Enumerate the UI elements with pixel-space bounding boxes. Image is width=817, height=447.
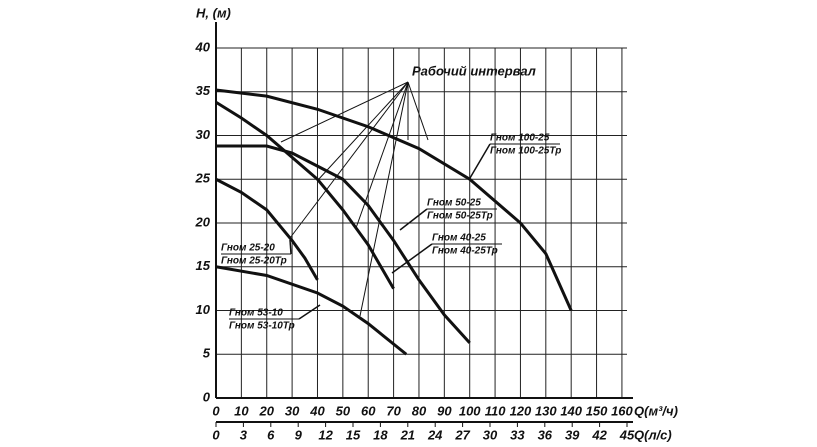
label-leader [298, 304, 321, 320]
series-label: Гном 50-25Тр [427, 211, 493, 222]
y-tick-label: 30 [196, 127, 211, 142]
x-tick-label: 40 [309, 403, 325, 418]
y-tick-label: 5 [203, 346, 211, 361]
x-tick-label: 130 [535, 403, 557, 418]
curve [215, 100, 395, 290]
curve [215, 265, 408, 356]
series-label: Гном 40-25Тр [432, 246, 498, 257]
x-tick-label: 80 [412, 403, 427, 418]
y-tick-label: 35 [196, 83, 211, 98]
x-tick-label: 140 [560, 403, 582, 418]
y-tick-label: 25 [195, 171, 211, 186]
x-axis-label: Q(м³/ч) [634, 403, 678, 418]
series-label: Гном 53-10Тр [229, 321, 295, 332]
curve [215, 177, 319, 281]
annotation: Рабочий интервал [412, 63, 536, 78]
x2-tick-label: 36 [538, 427, 553, 442]
label-leader [289, 239, 292, 255]
series-label: Гном 25-20 [221, 243, 275, 254]
y-tick-label: 10 [196, 302, 211, 317]
x-tick-label: 160 [611, 403, 633, 418]
label-leader [399, 208, 428, 231]
x2-tick-label: 21 [400, 427, 415, 442]
series-label: Гном 40-25 [432, 233, 486, 244]
label-leader [391, 243, 433, 274]
y-tick-label: 0 [203, 389, 211, 404]
x2-tick-label: 0 [212, 427, 220, 442]
x-tick-label: 70 [386, 403, 401, 418]
x2-tick-label: 12 [318, 427, 333, 442]
x2-tick-label: 42 [591, 427, 607, 442]
series-label: Гном 100-25Тр [490, 146, 561, 157]
curve [216, 144, 471, 344]
x2-tick-label: 18 [373, 427, 388, 442]
x2-tick-label: 6 [267, 427, 275, 442]
series-label: Гном 25-20Тр [221, 256, 287, 267]
x-tick-label: 120 [510, 403, 532, 418]
y-tick-label: 15 [196, 258, 211, 273]
x2-tick-label: 30 [483, 427, 498, 442]
x-tick-label: 20 [259, 403, 275, 418]
x-tick-label: 60 [361, 403, 376, 418]
annotation-leaders [280, 81, 429, 317]
curve [215, 88, 573, 312]
x-tick-label: 110 [485, 403, 506, 418]
x-tick-label: 30 [285, 403, 300, 418]
x2-tick-label: 9 [295, 427, 303, 442]
x2-tick-label: 45 [619, 427, 635, 442]
x2-tick-label: 24 [427, 427, 443, 442]
x-tick-label: 90 [437, 403, 452, 418]
x2-axis-label: Q(л/с) [634, 427, 672, 442]
series-label: Гном 50-25 [427, 198, 481, 209]
y-axis-label: H, (м) [196, 5, 231, 20]
x2-tick-label: 27 [454, 427, 470, 442]
x-tick-label: 0 [212, 403, 220, 418]
series-label: Гном 100-25 [490, 133, 550, 144]
x2-tick-label: 33 [510, 427, 525, 442]
x-tick-label: 10 [234, 403, 249, 418]
label-leader [469, 143, 491, 179]
y-tick-label: 20 [195, 214, 211, 229]
series-label: Гном 53-10 [229, 308, 283, 319]
y-tick-label: 40 [195, 39, 211, 54]
x2-tick-label: 15 [346, 427, 361, 442]
x-tick-label: 150 [586, 403, 608, 418]
x2-tick-label: 39 [565, 427, 580, 442]
x2-tick-label: 3 [240, 427, 248, 442]
x-tick-label: 100 [459, 403, 481, 418]
x-tick-label: 50 [336, 403, 351, 418]
